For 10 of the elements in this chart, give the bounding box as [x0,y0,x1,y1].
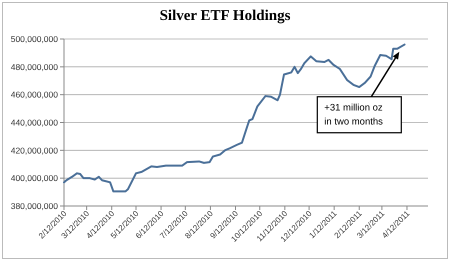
y-tick-label: 480,000,000 [10,62,58,72]
y-tick-label: 380,000,000 [10,200,58,211]
y-tick-label: 420,000,000 [10,145,58,156]
annotation: +31 million oz in two months [324,102,384,128]
y-tick-label: 400,000,000 [10,173,58,184]
chart-title: Silver ETF Holdings [160,8,291,24]
y-tick-label: 460,000,000 [10,90,58,100]
y-tick-label: 500,000,000 [10,34,58,44]
line-series [63,44,406,192]
y-tick-label: 440,000,000 [10,117,58,128]
